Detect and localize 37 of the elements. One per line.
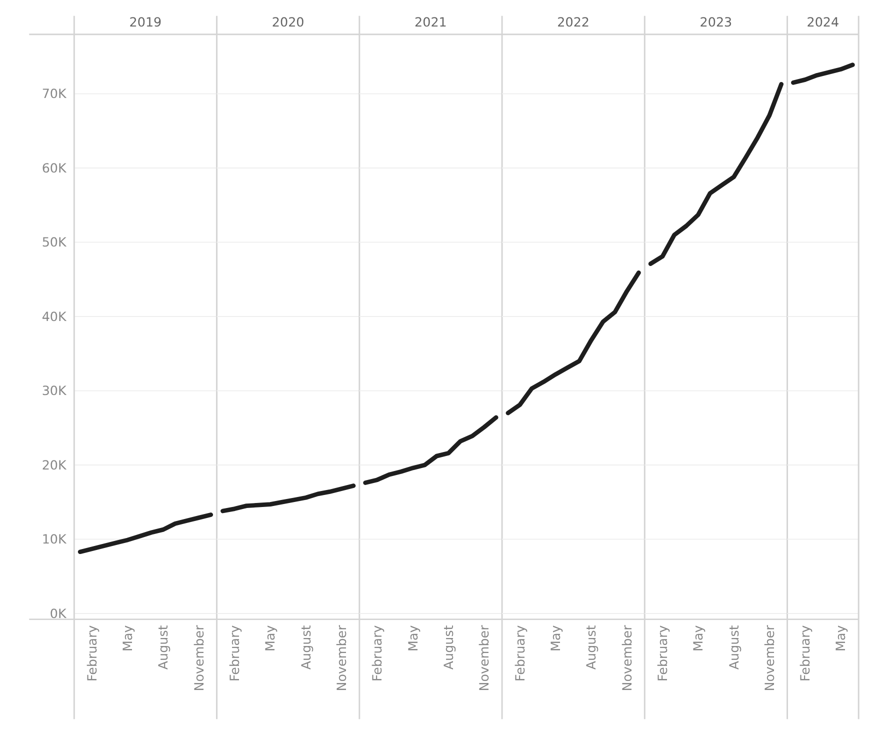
chart-title: 2022 (557, 14, 590, 30)
x-tick-label: November (191, 624, 206, 692)
x-tick-label: November (762, 624, 777, 692)
x-tick-label: November (334, 624, 350, 692)
x-tick-label: May (405, 624, 420, 652)
x-tick-label: August (298, 625, 314, 670)
x-tick-label: February (798, 624, 813, 682)
x-tick-label: May (120, 624, 136, 652)
x-tick-label: February (654, 624, 670, 682)
chart-title: 2021 (414, 14, 447, 30)
x-tick-label: August (441, 625, 456, 670)
x-tick-label: February (512, 624, 528, 682)
y-tick-label: 10K (42, 532, 67, 547)
x-tick-label: May (548, 624, 563, 652)
x-tick-label: November (619, 624, 634, 692)
x-tick-label: May (833, 624, 848, 652)
line-series (78, 512, 214, 554)
x-tick-label: February (370, 624, 385, 682)
x-tick-label: May (262, 624, 278, 652)
x-tick-label: August (726, 625, 742, 670)
y-tick-label: 20K (42, 457, 67, 472)
chart-title: 2020 (272, 14, 304, 30)
x-tick-label: February (227, 624, 242, 682)
x-tick-label: February (84, 624, 100, 682)
y-tick-label: 40K (42, 308, 67, 324)
x-tick-label: August (156, 625, 171, 670)
y-tick-label: 60K (42, 160, 67, 176)
chart-title: 2019 (129, 14, 162, 30)
x-tick-label: August (584, 625, 599, 670)
chart-title: 2024 (806, 14, 840, 30)
y-tick-label: 0K (50, 606, 67, 621)
x-tick-label: May (690, 624, 706, 652)
y-tick-label: 30K (42, 383, 67, 398)
y-tick-label: 50K (42, 234, 67, 250)
y-tick-label: 70K (42, 86, 67, 102)
chart-title: 2023 (700, 14, 732, 30)
x-tick-label: November (476, 624, 492, 692)
